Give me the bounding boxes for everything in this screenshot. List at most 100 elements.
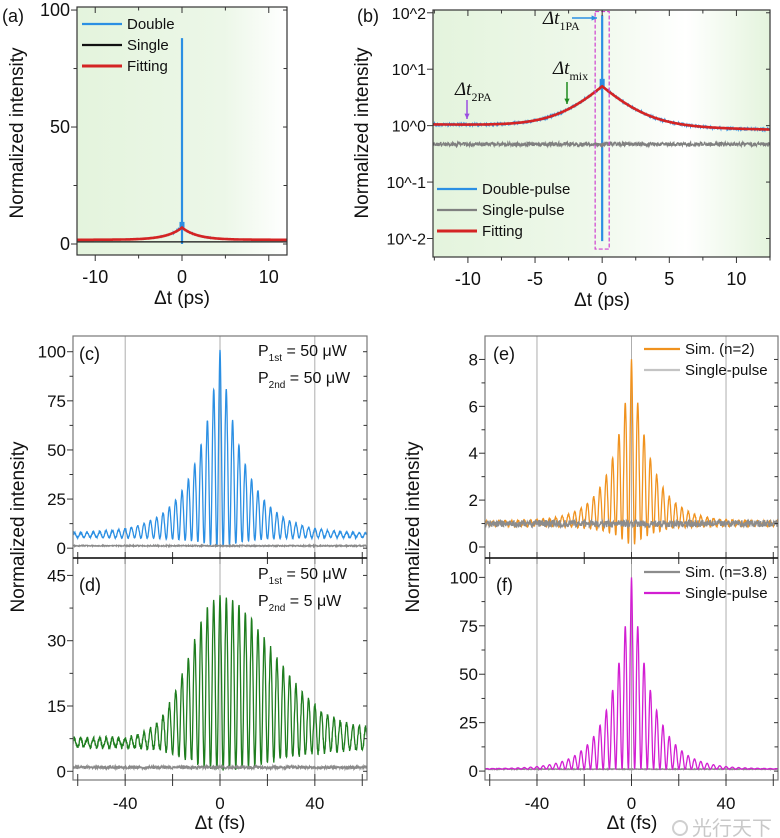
panel-label: (c) [79,344,100,364]
arrow-head-icon [564,98,570,104]
power-annotation: P2nd = 5 μW [258,593,342,614]
plot-area [433,15,770,242]
x-axis-label: Δt (fs) [195,813,246,834]
panel-d: 0 15 30 45 -40 0 40 (d) Δt (fs) P1st = 50 μW P2nd … [47,557,368,834]
panel-label: (e) [493,344,515,364]
annotation-label: Δtmix [552,58,588,83]
y-tick-label: 0 [60,234,70,254]
x-tick-label: 5 [664,269,674,289]
watermark-text: 光行天下 [692,817,772,838]
y-tick-label: 30 [47,632,66,651]
panel-a: 0 50 100 -10 0 10 (a) Normalized intensity Δt (p… [2,0,288,309]
y-tick-label: 8 [469,350,478,369]
y-tick-label: 25 [459,714,478,733]
arrow-head-icon [591,15,597,21]
watermark: 光行天下 [672,817,772,838]
legend-item: Fitting [82,58,168,75]
panel-label: (b) [357,6,379,26]
panel-e: 0 2 4 6 8 (e) Normalized intensity Sim. (n=2) Si… [403,335,779,613]
arrow-head-icon [464,113,470,119]
x-axis-label: Δt (ps) [154,288,210,309]
x-tick-label: 10 [726,269,746,289]
panel-b: 10^2 10^1 10^0 10^-1 10^-2 -10 -5 0 5 10 (b) Normal… [352,6,771,311]
legend-item: Single-pulse [644,585,768,602]
annotation-label: Δt1PA [542,8,580,33]
x-tick-label: 0 [597,269,607,289]
y-tick-label: 10^0 [392,119,426,136]
y-tick-label: 100 [38,343,66,362]
y-tick-label: 45 [47,566,66,585]
power-annotation: P1st = 50 μW [258,343,348,364]
legend-label: Double-pulse [482,181,570,198]
y-tick-label: 10^-1 [386,175,426,192]
series-line-fitting [433,84,770,131]
y-tick-label: 100 [40,0,70,20]
x-tick-label: 40 [305,794,324,813]
y-tick-label: 75 [459,617,478,636]
annotation-label: Δt2PA [454,79,492,104]
legend-label: Sim. (n=2) [685,341,755,358]
legend-item: Double-pulse [437,181,570,198]
legend-item: Double [82,16,175,33]
legend-item: Single [82,37,169,54]
x-tick-label: 10 [259,267,279,287]
y-axis-label: Normalized intensity [7,47,28,219]
legend-label: Single [127,37,169,54]
y-tick-label: 4 [469,444,478,463]
x-axis-label: Δt (ps) [574,290,630,311]
legend-item: Sim. (n=2) [644,341,755,358]
plot-area [485,359,778,545]
y-tick-label: 75 [47,392,66,411]
x-tick-label: 40 [717,794,736,813]
y-tick-label: 50 [459,665,478,684]
series-line-sim-n-2- [485,359,778,545]
y-tick-label: 15 [47,697,66,716]
series-line-fitting [77,225,287,242]
x-tick-label: 0 [627,794,636,813]
legend-item: Single-pulse [437,202,565,219]
power-annotation: P1st = 50 μW [258,566,348,587]
x-tick-label: -10 [455,269,481,289]
y-tick-label: 6 [469,397,478,416]
annotation-mix: Δtmix [552,58,588,104]
panel-label: (a) [2,6,24,26]
y-tick-label: 10^-2 [386,231,426,248]
panel-label: (d) [79,575,101,595]
annotation-2pa: Δt2PA [454,79,492,119]
legend-item: Single-pulse [644,362,768,379]
legend-label: Single-pulse [685,362,768,379]
plot-area [77,38,287,245]
axes-frame [432,9,771,258]
y-tick-label: 100 [450,568,478,587]
legend-label: Sim. (n=3.8) [685,564,767,581]
x-tick-label: -5 [527,269,543,289]
legend-label: Double [127,16,175,33]
y-tick-label: 0 [57,539,66,558]
panel-label: (f) [496,575,513,595]
x-tick-label: -40 [113,794,138,813]
legend-label: Single-pulse [685,585,768,602]
y-tick-label: 2 [469,491,478,510]
y-tick-label: 10^2 [392,6,426,23]
x-tick-label: 0 [215,794,224,813]
panel-f: 0 25 50 75 100 -40 0 40 (f) Δt (fs) Sim. (n=3.8) Si… [450,557,779,834]
annotation-1pa: Δt1PA [542,8,597,33]
series-line-single-pulse [433,139,770,149]
x-tick-label: -10 [82,267,108,287]
plot-area [485,577,778,772]
legend-label: Fitting [127,58,168,75]
series-line-series-1 [73,763,367,772]
legend-item: Fitting [437,223,523,240]
series-line-series-0 [73,349,367,548]
legend-label: Fitting [482,223,523,240]
y-axis-label: Normalized intensity [352,47,373,219]
x-axis-label: Δt (fs) [607,813,658,834]
x-tick-label: 0 [177,267,187,287]
series-line-series-1 [73,543,367,549]
y-axis-label: Normalized intensity [403,441,424,613]
y-tick-label: 50 [50,117,70,137]
y-tick-label: 0 [469,762,478,781]
x-tick-label: -40 [525,794,550,813]
legend-label: Single-pulse [482,202,565,219]
